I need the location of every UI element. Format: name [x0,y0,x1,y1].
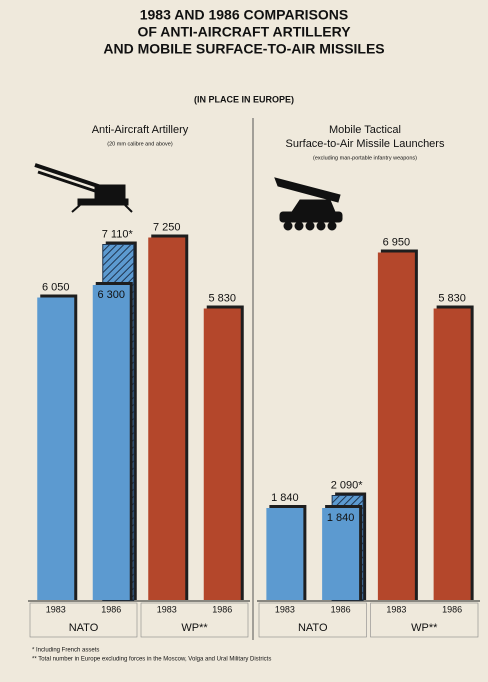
panel-title: Anti-Aircraft Artillery [92,124,189,136]
x-tick-label: 1983 [386,604,406,614]
panel-title: Surface-to-Air Missile Launchers [286,138,445,150]
panel-title: Mobile Tactical [329,124,401,136]
bar [203,308,241,600]
value-label: 1 840 [271,492,299,504]
value-label: 1 840 [327,512,355,524]
x-tick-label: 1986 [442,604,462,614]
group-box [370,602,479,638]
group-box [29,602,138,638]
artillery-icon [34,163,133,213]
group-label: WP** [411,622,438,634]
value-label: 5 830 [438,292,466,304]
x-tick-label: 1986 [331,604,351,614]
bar [322,508,360,600]
page-title: OF ANTI-AIRCRAFT ARTILLERY [137,24,351,40]
sam-icon [274,177,343,231]
x-tick-label: 1983 [157,604,177,614]
x-tick-label: 1986 [212,604,232,614]
bar [377,252,415,600]
overlay-label: 2 090* [331,479,364,491]
group-label: WP** [181,622,208,634]
bar [37,297,75,600]
group-box [140,602,249,638]
footnote: * Including French assets [32,648,99,654]
group-box [258,602,367,638]
panel-subtitle: (20 mm calibre and above) [107,141,173,147]
value-label: 6 300 [97,289,125,301]
page-subtitle: (IN PLACE IN EUROPE) [194,94,294,104]
x-tick-label: 1983 [275,604,295,614]
bar [433,308,471,600]
page-title: AND MOBILE SURFACE-TO-AIR MISSILES [103,41,384,57]
panel-subtitle: (excluding man-portable infantry weapons… [313,155,417,161]
page-title: 1983 AND 1986 COMPARISONS [140,7,349,23]
x-tick-label: 1986 [101,604,121,614]
bar [148,237,186,600]
group-label: NATO [69,622,99,634]
footnote: ** Total number in Europe excluding forc… [32,657,271,663]
value-label: 6 950 [383,236,411,248]
bar [92,285,130,600]
value-label: 5 830 [208,292,236,304]
value-label: 6 050 [42,281,70,293]
value-label: 7 250 [153,221,181,233]
group-label: NATO [298,622,328,634]
bar [266,508,304,600]
x-tick-label: 1983 [46,604,66,614]
overlay-label: 7 110* [102,228,134,240]
